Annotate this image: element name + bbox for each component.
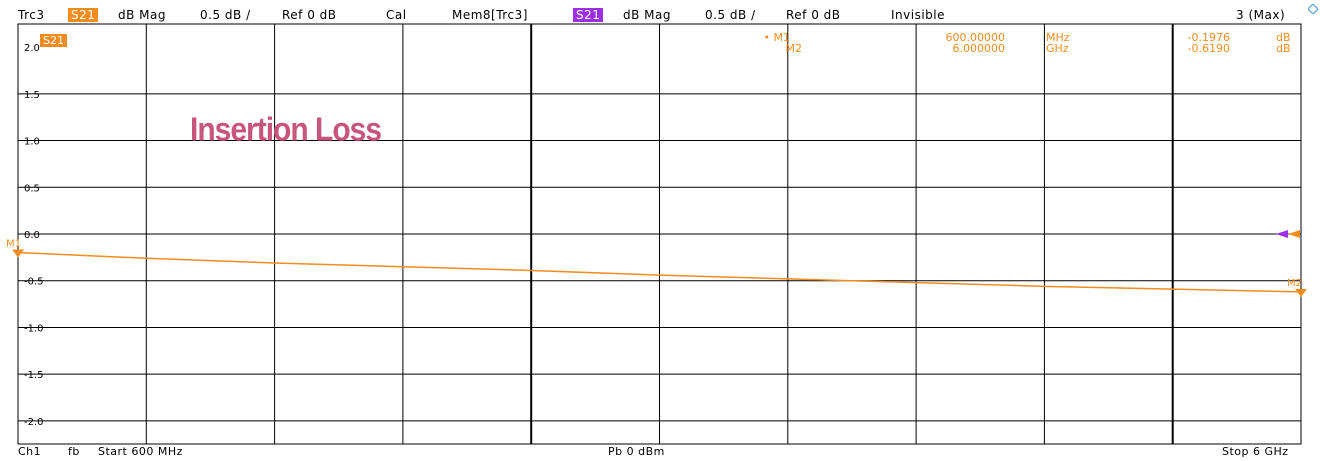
y-tick-label: 1.5 — [24, 90, 40, 101]
marker-glyphs: M1 M2 — [6, 238, 1307, 297]
memory-param-badge[interactable]: S21 — [573, 8, 604, 22]
source-power[interactable]: Pb 0 dBm — [608, 445, 665, 458]
marker-info-table: • M1 600.00000 MHz -0.1976 dB M2 6.000000 GHz -0… — [740, 32, 1300, 54]
memory-ref-arrow — [1276, 230, 1288, 238]
y-tick-label: -0.5 — [24, 277, 44, 288]
insertion-loss-annotation: Insertion Loss — [190, 112, 382, 149]
y-tick-label: -1.0 — [24, 323, 44, 334]
y-tick-labels: 2.0 1.5 1.0 0.5 0.0 -0.5 -1.0 -1.5 -2.0 — [24, 43, 44, 428]
marker-name: • M1 — [763, 31, 790, 44]
memory-scale[interactable]: 0.5 dB / — [705, 8, 756, 22]
cal-status: Cal — [386, 8, 407, 22]
marker-m1-triangle[interactable] — [12, 249, 24, 258]
marker-m1-label: M1 — [6, 238, 21, 249]
fb-label: fb — [68, 445, 80, 458]
trace-ref-arrow — [1288, 230, 1300, 238]
stop-frequency[interactable]: Stop 6 GHz — [1222, 445, 1289, 458]
marker-unit: dB — [1276, 31, 1291, 44]
marker-frequency-unit: GHz — [1046, 42, 1069, 55]
trace-header: Trc3 S21 dB Mag 0.5 dB / Ref 0 dB Cal Me… — [0, 4, 1320, 26]
trace-format[interactable]: dB Mag — [118, 8, 166, 22]
trace-name[interactable]: Trc3 — [18, 8, 45, 22]
marker-unit: dB — [1276, 42, 1291, 55]
y-tick-label: -1.5 — [24, 370, 44, 381]
memory-ref[interactable]: Ref 0 dB — [786, 8, 841, 22]
channel-label[interactable]: Ch1 — [18, 445, 42, 458]
marker-name: M2 — [785, 42, 803, 55]
channel-max-label: 3 (Max) — [1236, 8, 1286, 22]
marker-info-row[interactable]: • M1 600.00000 MHz -0.1976 dB — [740, 32, 1300, 43]
y-tick-label: 0.5 — [24, 183, 40, 194]
trace-scale[interactable]: 0.5 dB / — [200, 8, 251, 22]
marker-frequency-unit: MHz — [1046, 31, 1070, 44]
y-tick-label: -2.0 — [24, 417, 44, 428]
y-tick-label: 2.0 — [24, 43, 40, 54]
memory-trace-name[interactable]: Mem8[Trc3] — [452, 8, 528, 22]
memory-state: Invisible — [891, 8, 945, 22]
memory-format[interactable]: dB Mag — [623, 8, 671, 22]
marker-frequency: 600.00000 — [945, 31, 1006, 44]
trace-label-badge[interactable]: S21 — [40, 34, 67, 47]
start-frequency[interactable]: Start 600 MHz — [98, 445, 183, 458]
diamond-icon — [1308, 4, 1318, 14]
marker-m2-label: M2 — [1287, 278, 1302, 289]
s21-trace-line[interactable] — [17, 251, 1302, 293]
grid — [18, 24, 1301, 444]
marker-value: -0.1976 — [1187, 31, 1230, 44]
marker-info-row[interactable]: M2 6.000000 GHz -0.6190 dB — [740, 43, 1300, 54]
marker-m2-triangle[interactable] — [1295, 288, 1307, 297]
trace-param-badge[interactable]: S21 — [68, 8, 99, 22]
y-tick-label: 1.0 — [24, 137, 40, 148]
marker-frequency: 6.000000 — [952, 42, 1006, 55]
marker-value: -0.6190 — [1187, 42, 1230, 55]
channel-footer: Ch1 fb Start 600 MHz Pb 0 dBm Stop 6 GHz — [0, 445, 1320, 461]
y-tick-label: 0.0 — [24, 230, 40, 241]
trace-ref[interactable]: Ref 0 dB — [282, 8, 337, 22]
reference-arrows — [1276, 230, 1300, 238]
